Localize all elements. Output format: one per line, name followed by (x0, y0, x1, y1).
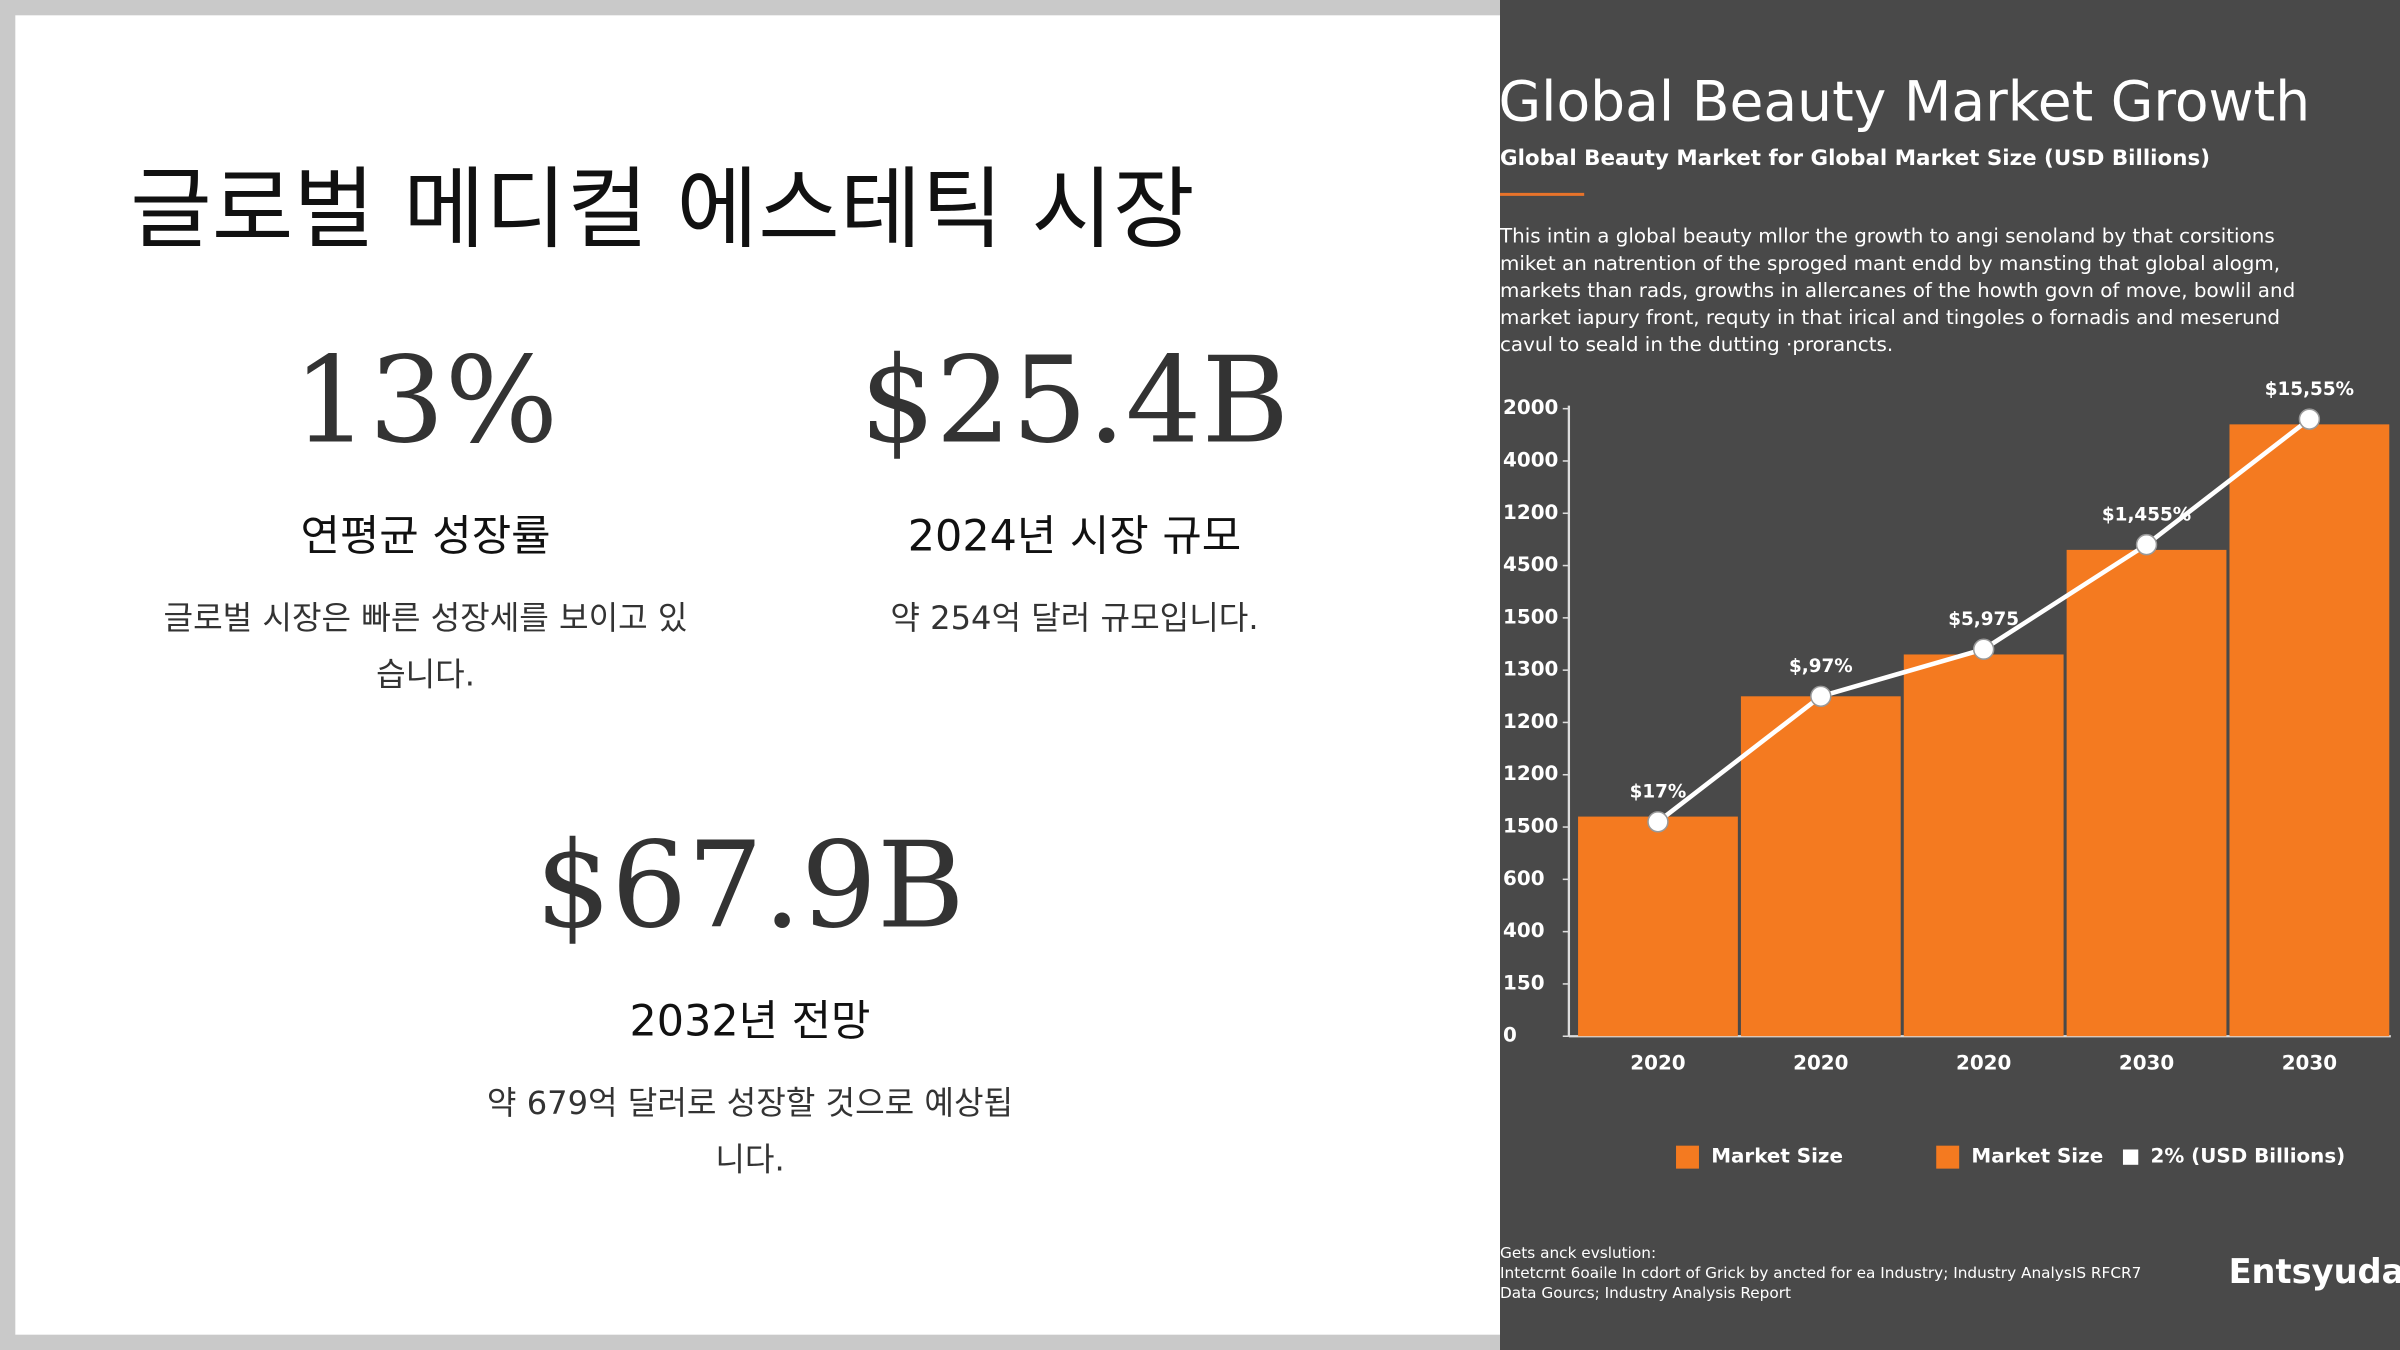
legend-swatch (1936, 1145, 1960, 1169)
stat-label: 2024년 시장 규모 (908, 511, 1241, 561)
bar (1903, 654, 2064, 1037)
x-tick-label: 2020 (1793, 1051, 1848, 1074)
legend-label: 2% (USD Billions) (2151, 1145, 2346, 1168)
legend-swatch (2122, 1149, 2139, 1165)
stat-desc: 약 679억 달러로 성장할 것으로 예상됩 (487, 1084, 1013, 1122)
line-point (1972, 638, 1995, 660)
y-tick-label: 150 (1503, 971, 1545, 994)
chart-description: cavul to seald in the dutting ·prorancts… (1500, 333, 1893, 356)
y-tick-label: 4000 (1503, 448, 1558, 471)
y-tick-label: 2000 (1503, 396, 1558, 419)
x-tick-label: 2020 (1956, 1051, 2011, 1074)
slide-body (15, 15, 1500, 1335)
y-tick-label: 400 (1503, 919, 1545, 942)
legend-swatch (1676, 1145, 1699, 1169)
chart-description: markets than rads, growths in allercanes… (1500, 279, 2295, 302)
bar (2066, 549, 2227, 1037)
chart-description: market iapury front, requty in that iric… (1500, 306, 2280, 329)
stat-label: 연평균 성장률 (300, 511, 550, 561)
chart-footer: Gets anck evslution: (1500, 1244, 1656, 1262)
legend-label: Market Size (1711, 1145, 1843, 1168)
bar (1740, 696, 1901, 1037)
line-point (2298, 408, 2321, 430)
stat-desc: 약 254억 달러 규모입니다. (890, 599, 1258, 637)
data-label: $,97% (1789, 656, 1853, 677)
stat-value: $67.9B (535, 817, 964, 956)
legend-label: Market Size (1971, 1145, 2103, 1168)
slide-title: 글로벌 메디컬 에스테틱 시장 (130, 158, 1195, 261)
chart-description: This intin a global beauty mllor the gro… (1499, 225, 2275, 248)
chart-title: Global Beauty Market Growth (1498, 70, 2310, 134)
data-label: $1,455% (2102, 505, 2191, 526)
bar (2229, 424, 2390, 1037)
stat-label: 2032년 전망 (630, 996, 871, 1046)
y-tick-label: 1200 (1503, 501, 1558, 524)
data-label: $15,55% (2265, 379, 2354, 400)
y-tick-label: 1500 (1503, 605, 1558, 628)
y-tick-label: 0 (1503, 1024, 1517, 1047)
stat-value: $25.4B (860, 331, 1289, 470)
stat-value: 13% (293, 331, 558, 470)
y-tick-label: 600 (1503, 867, 1545, 890)
data-label: $17% (1630, 782, 1687, 803)
chart-footer: Intetcrnt 6oaile In cdort of Grick by an… (1500, 1264, 2141, 1282)
stat-desc: 습니다. (376, 656, 475, 694)
stat-desc: 글로벌 시장은 빠른 성장세를 보이고 있 (164, 599, 688, 637)
y-tick-label: 4500 (1503, 553, 1558, 576)
line-point (1810, 685, 1832, 708)
logo: Entsyuda (2229, 1252, 2400, 1291)
x-tick-label: 2030 (2282, 1051, 2337, 1074)
chart-description: miket an natrention of the sproged mant … (1500, 252, 2280, 275)
stat-desc: 니다. (715, 1141, 784, 1179)
bar (1578, 816, 1738, 1037)
y-tick-label: 1200 (1503, 762, 1558, 785)
line-point (1647, 811, 1669, 833)
y-tick-label: 1200 (1503, 710, 1558, 733)
y-tick-label: 1300 (1503, 658, 1558, 681)
chart-subtitle: Global Beauty Market for Global Market S… (1500, 146, 2210, 171)
data-label: $5,975 (1948, 609, 2019, 630)
x-tick-label: 2020 (1630, 1051, 1685, 1074)
x-tick-label: 2030 (2119, 1051, 2174, 1074)
chart-footer: Data Gourcs; Industry Analysis Report (1500, 1284, 1791, 1302)
y-tick-label: 1500 (1503, 815, 1558, 838)
line-point (2135, 533, 2158, 556)
